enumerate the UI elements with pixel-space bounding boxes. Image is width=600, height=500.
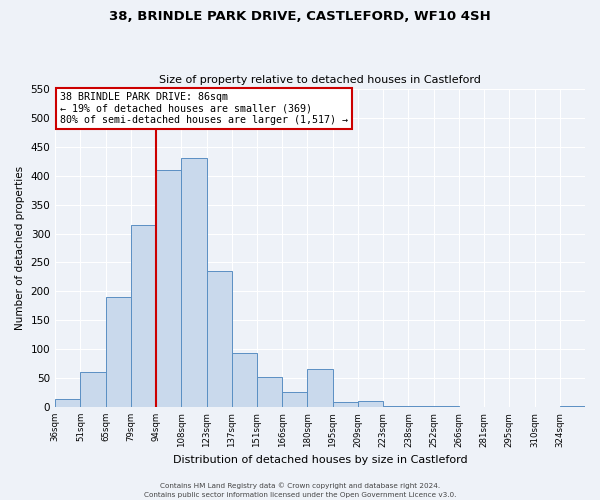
Text: 38 BRINDLE PARK DRIVE: 86sqm
← 19% of detached houses are smaller (369)
80% of s: 38 BRINDLE PARK DRIVE: 86sqm ← 19% of de… (61, 92, 349, 126)
Title: Size of property relative to detached houses in Castleford: Size of property relative to detached ho… (159, 76, 481, 86)
Bar (383, 406, 409, 407)
Bar (282, 392, 307, 407)
Bar (560, 406, 585, 407)
Y-axis label: Number of detached properties: Number of detached properties (15, 166, 25, 330)
Bar (232, 352, 257, 407)
Bar (106, 297, 131, 407)
Bar (257, 377, 282, 407)
Bar (332, 402, 358, 407)
Bar (131, 225, 156, 407)
Text: Contains HM Land Registry data © Crown copyright and database right 2024.: Contains HM Land Registry data © Crown c… (160, 482, 440, 489)
X-axis label: Distribution of detached houses by size in Castleford: Distribution of detached houses by size … (173, 455, 467, 465)
Bar (307, 370, 332, 407)
Bar (434, 406, 459, 407)
Bar (206, 271, 232, 407)
Text: 38, BRINDLE PARK DRIVE, CASTLEFORD, WF10 4SH: 38, BRINDLE PARK DRIVE, CASTLEFORD, WF10… (109, 10, 491, 23)
Bar (409, 406, 434, 407)
Bar (181, 158, 206, 407)
Bar (156, 170, 181, 407)
Bar (80, 372, 106, 407)
Bar (358, 401, 383, 407)
Bar (55, 400, 80, 407)
Text: Contains public sector information licensed under the Open Government Licence v3: Contains public sector information licen… (144, 492, 456, 498)
